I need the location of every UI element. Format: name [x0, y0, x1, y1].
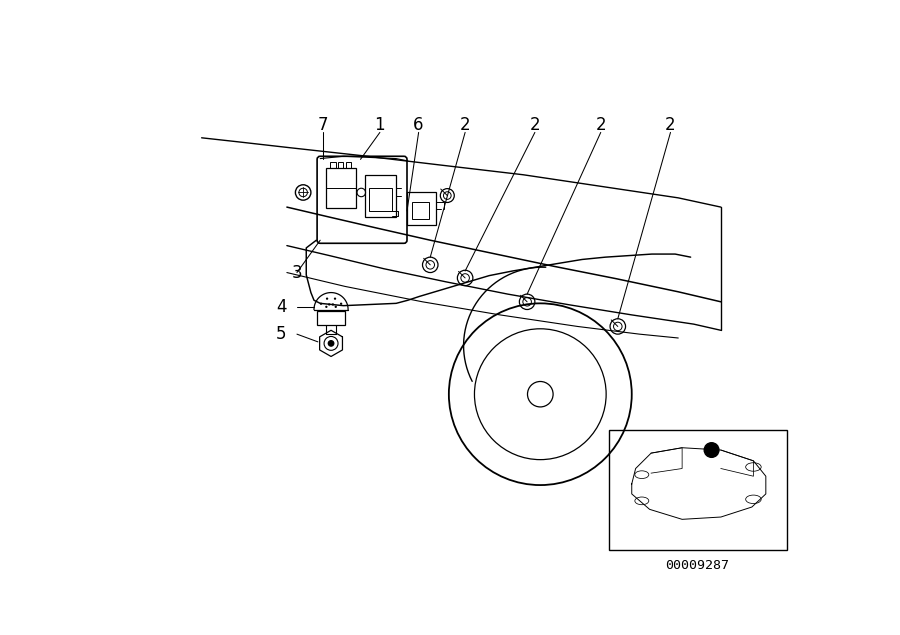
Circle shape [328, 304, 330, 305]
Text: 4: 4 [276, 298, 287, 316]
Text: 00009287: 00009287 [666, 559, 730, 572]
Circle shape [704, 443, 719, 457]
Circle shape [335, 305, 337, 308]
Bar [317, 311, 345, 325]
Bar [608, 431, 787, 550]
Bar [411, 202, 428, 218]
Circle shape [340, 303, 342, 305]
Circle shape [326, 298, 328, 300]
Circle shape [334, 298, 337, 300]
Bar [338, 162, 344, 168]
Text: 2: 2 [460, 116, 471, 134]
Circle shape [325, 305, 328, 308]
Circle shape [328, 341, 334, 346]
Text: 2: 2 [529, 116, 540, 134]
Text: 7: 7 [318, 116, 328, 134]
Text: 2: 2 [596, 116, 606, 134]
Circle shape [320, 303, 322, 305]
Circle shape [332, 304, 334, 305]
Text: 3: 3 [292, 264, 302, 281]
Text: 6: 6 [413, 116, 424, 134]
Bar [346, 162, 351, 168]
Text: 5: 5 [276, 325, 287, 343]
Bar [327, 168, 356, 208]
Text: 1: 1 [374, 116, 385, 134]
Bar [330, 162, 336, 168]
Text: 2: 2 [665, 116, 676, 134]
Bar [369, 188, 392, 211]
